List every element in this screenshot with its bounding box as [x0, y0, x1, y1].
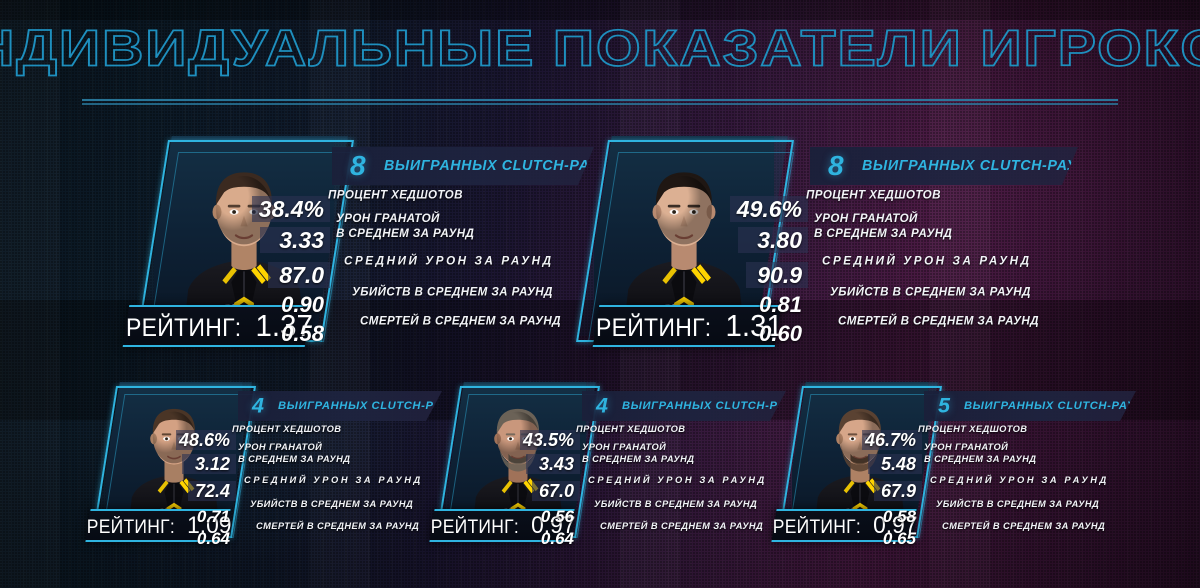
kills-per-round-value: 0.58 [882, 507, 916, 526]
clutch-label: ВЫИГРАННЫХ CLUTCH-РАУНДОВ [384, 158, 644, 174]
title-divider [82, 99, 1118, 105]
clutch-label: ВЫИГРАННЫХ CLUTCH-РАУНДА [964, 400, 1161, 412]
grenade-damage-label-line2: В СРЕДНЕМ ЗА РАУНД [238, 454, 351, 464]
deaths-per-round-label: СМЕРТЕЙ В СРЕДНЕМ ЗА РАУНД [600, 521, 764, 532]
average-damage-round-value: 72.4 [188, 481, 236, 501]
kills-per-round-label: УБИЙСТВ В СРЕДНЕМ ЗА РАУНД [830, 285, 1031, 299]
headshot-percentage-value: 48.6% [176, 430, 236, 450]
headshot-percentage-label: ПРОЦЕНТ ХЕДШОТОВ [576, 424, 686, 435]
deaths-per-round-label: СМЕРТЕЙ В СРЕДНЕМ ЗА РАУНД [942, 521, 1106, 532]
kills-per-round-label: УБИЙСТВ В СРЕДНЕМ ЗА РАУНД [250, 499, 414, 510]
average-damage-round-label: СРЕДНИЙ УРОН ЗА РАУНД [822, 254, 1032, 268]
headshot-percentage-value: 46.7% [862, 430, 922, 450]
clutch-label: ВЫИГРАННЫХ CLUTCH-РАУНДА [278, 400, 475, 412]
grenade-damage-label-line2: В СРЕДНЕМ ЗА РАУНД [336, 227, 475, 240]
average-damage-round-value: 67.0 [532, 481, 580, 501]
grenade-damage-label: УРОН ГРАНАТОЙ В СРЕДНЕМ ЗА РАУНД [336, 212, 474, 242]
average-damage-round-value: 87.0 [268, 262, 330, 288]
clutch-count: 4 [596, 393, 608, 418]
kills-per-round-value: 0.56 [540, 507, 574, 526]
kills-per-round-label: УБИЙСТВ В СРЕДНЕМ ЗА РАУНД [936, 499, 1100, 510]
clutch-banner: 8 ВЫИГРАННЫХ CLUTCH-РАУНДОВ [810, 147, 1078, 185]
grenade-damage-label-line1: УРОН ГРАНАТОЙ [582, 442, 667, 453]
average-damage-round-label: СРЕДНИЙ УРОН ЗА РАУНД [588, 475, 767, 486]
grenade-damage-value: 3.80 [738, 227, 808, 253]
grenade-damage-label: УРОН ГРАНАТОЙ В СРЕДНЕМ ЗА РАУНД [238, 442, 350, 466]
headshot-percentage-value: 49.6% [730, 196, 808, 222]
kills-per-round-label: УБИЙСТВ В СРЕДНЕМ ЗА РАУНД [594, 499, 758, 510]
grenade-damage-value: 5.48 [868, 454, 922, 474]
deaths-per-round-value: 0.64 [196, 529, 230, 548]
kills-per-round-value: 0.71 [196, 507, 230, 526]
average-damage-round-label: СРЕДНИЙ УРОН ЗА РАУНД [244, 475, 423, 486]
page-title: ИНДИВИДУАЛЬНЫЕ ПОКАЗАТЕЛИ ИГРОКОВ [0, 18, 1200, 77]
deaths-per-round-value: 0.58 [281, 321, 324, 346]
clutch-label: ВЫИГРАННЫХ CLUTCH-РАУНДА [622, 400, 819, 412]
grenade-damage-label-line1: УРОН ГРАНАТОЙ [814, 212, 918, 226]
average-damage-round-value: 67.9 [874, 481, 922, 501]
clutch-count: 8 [350, 150, 366, 181]
grenade-damage-label: УРОН ГРАНАТОЙ В СРЕДНЕМ ЗА РАУНД [582, 442, 694, 466]
kills-per-round-value: 0.90 [281, 292, 324, 317]
deaths-per-round-label: СМЕРТЕЙ В СРЕДНЕМ ЗА РАУНД [256, 521, 420, 532]
grenade-damage-label-line2: В СРЕДНЕМ ЗА РАУНД [924, 454, 1037, 464]
grenade-damage-value: 3.43 [526, 454, 580, 474]
grenade-damage-value: 3.33 [260, 227, 330, 253]
grenade-damage-label: УРОН ГРАНАТОЙ В СРЕДНЕМ ЗА РАУНД [814, 212, 952, 242]
average-damage-round-label: СРЕДНИЙ УРОН ЗА РАУНД [930, 475, 1109, 486]
kills-per-round-value: 0.81 [759, 292, 802, 317]
average-damage-round-value: 90.9 [746, 262, 808, 288]
deaths-per-round-value: 0.65 [882, 529, 916, 548]
clutch-label: ВЫИГРАННЫХ CLUTCH-РАУНДОВ [862, 158, 1122, 174]
grenade-damage-value: 3.12 [182, 454, 236, 474]
clutch-banner: 4 ВЫИГРАННЫХ CLUTCH-РАУНДА [582, 391, 786, 421]
deaths-per-round-label: СМЕРТЕЙ В СРЕДНЕМ ЗА РАУНД [838, 314, 1039, 328]
average-damage-round-label: СРЕДНИЙ УРОН ЗА РАУНД [344, 254, 554, 268]
clutch-banner: 4 ВЫИГРАННЫХ CLUTCH-РАУНДА [238, 391, 442, 421]
grenade-damage-label-line1: УРОН ГРАНАТОЙ [336, 212, 440, 226]
grenade-damage-label: УРОН ГРАНАТОЙ В СРЕДНЕМ ЗА РАУНД [924, 442, 1036, 466]
headshot-percentage-label: ПРОЦЕНТ ХЕДШОТОВ [806, 188, 941, 202]
clutch-banner: 8 ВЫИГРАННЫХ CLUTCH-РАУНДОВ [332, 147, 594, 185]
headshot-percentage-label: ПРОЦЕНТ ХЕДШОТОВ [328, 188, 463, 202]
grenade-damage-label-line1: УРОН ГРАНАТОЙ [924, 442, 1009, 453]
rating-label: РЕЙТИНГ: [773, 516, 862, 538]
headshot-percentage-value: 43.5% [520, 430, 580, 450]
deaths-per-round-value: 0.60 [759, 321, 802, 346]
headshot-percentage-label: ПРОЦЕНТ ХЕДШОТОВ [918, 424, 1028, 435]
headshot-percentage-value: 38.4% [252, 196, 330, 222]
clutch-count: 5 [938, 393, 950, 418]
clutch-banner: 5 ВЫИГРАННЫХ CLUTCH-РАУНДА [924, 391, 1136, 421]
headshot-percentage-label: ПРОЦЕНТ ХЕДШОТОВ [232, 424, 342, 435]
kills-per-round-label: УБИЙСТВ В СРЕДНЕМ ЗА РАУНД [352, 285, 553, 299]
grenade-damage-label-line2: В СРЕДНЕМ ЗА РАУНД [814, 227, 953, 240]
deaths-per-round-label: СМЕРТЕЙ В СРЕДНЕМ ЗА РАУНД [360, 314, 561, 328]
grenade-damage-label-line2: В СРЕДНЕМ ЗА РАУНД [582, 454, 695, 464]
clutch-count: 4 [252, 393, 264, 418]
header: ИНДИВИДУАЛЬНЫЕ ПОКАЗАТЕЛИ ИГРОКОВ [0, 0, 1200, 120]
player-photo: GGBET GGBET [96, 382, 252, 532]
deaths-per-round-value: 0.64 [540, 529, 574, 548]
grenade-damage-label-line1: УРОН ГРАНАТОЙ [238, 442, 323, 453]
clutch-count: 8 [828, 150, 844, 181]
